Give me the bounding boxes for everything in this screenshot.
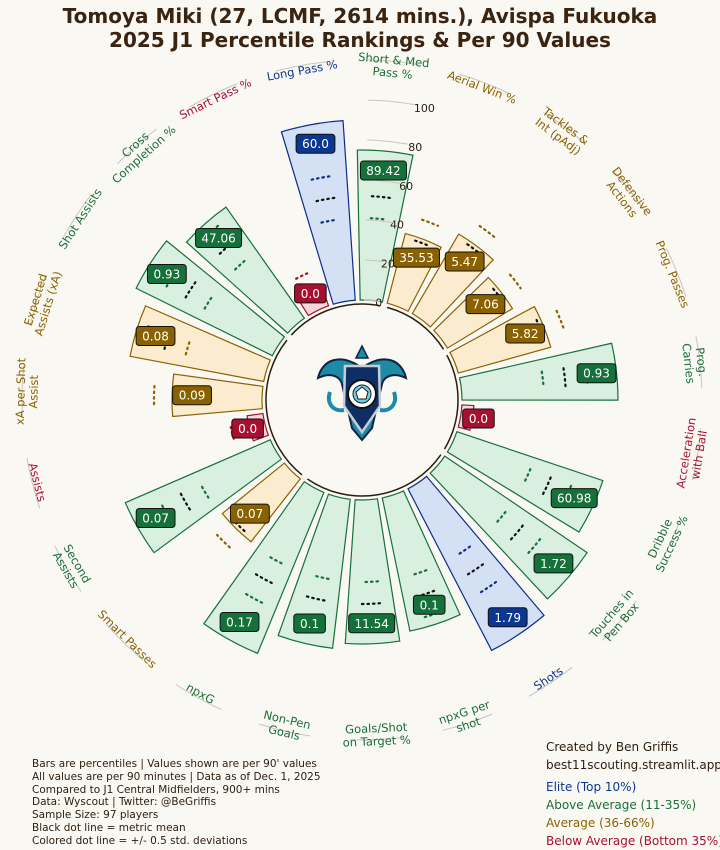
- reference-dot-line: [422, 220, 438, 226]
- metric-label: npxG: [184, 680, 217, 707]
- metric-label: xA per ShotAssist: [13, 357, 42, 425]
- value-label: 0.07: [237, 507, 264, 521]
- value-label: 1.72: [540, 557, 567, 571]
- radial-tick-label: 0: [375, 297, 382, 310]
- metric-label: Aerial Win %: [446, 68, 519, 107]
- footnote-line: Data: Wyscout | Twitter: @BeGriffis: [32, 796, 321, 809]
- metric-label: Shot Assists: [56, 186, 105, 252]
- credit-line: best11scouting.streamlit.app: [546, 756, 720, 774]
- value-label: 7.06: [472, 298, 499, 312]
- radial-tick-label: 80: [408, 141, 422, 154]
- metric-label: Smart Pass %: [177, 75, 254, 122]
- footnote-line: Compared to J1 Central Midfielders, 900+…: [32, 784, 321, 797]
- reference-dot-line: [217, 535, 230, 547]
- value-label: 0.0: [469, 412, 488, 426]
- footnote-line: Bars are percentiles | Values shown are …: [32, 758, 321, 771]
- reference-dot-line: [480, 226, 495, 237]
- value-label: 47.06: [201, 231, 235, 245]
- tick-guide-arc: [368, 100, 415, 105]
- value-label: 0.0: [301, 287, 320, 301]
- metric-label: SecondAssists: [49, 542, 93, 592]
- value-label: 0.09: [179, 389, 206, 403]
- value-label: 5.82: [512, 327, 539, 341]
- metric-label: Prog.Carries: [679, 341, 710, 384]
- metric-label: Goals/Shoton Target %: [342, 720, 411, 750]
- club-crest: [318, 346, 406, 440]
- metric-label: Short & MedPass %: [356, 50, 430, 84]
- value-label: 0.1: [420, 598, 439, 612]
- value-label: 0.07: [142, 512, 169, 526]
- value-label: 0.0: [238, 422, 257, 436]
- metric-label: ExpectedAssists (xA): [19, 266, 64, 338]
- metric-label: Tackles &Int (pAdj): [531, 104, 591, 159]
- reference-dot-line: [557, 311, 564, 329]
- metric-label: Long Pass %: [266, 57, 339, 84]
- legend-elite: Elite (Top 10%): [546, 778, 720, 796]
- value-label: 0.93: [153, 268, 180, 282]
- footnotes: Bars are percentiles | Values shown are …: [32, 758, 321, 848]
- radial-tick-label: 60: [399, 180, 413, 193]
- value-label: 11.54: [355, 617, 389, 631]
- tick-guide-arc: [367, 140, 408, 144]
- value-label: 89.42: [366, 164, 400, 178]
- metric-label: CrossCompletion %: [101, 113, 179, 187]
- value-label: 5.47: [451, 255, 478, 269]
- metric-label: Smart Passes: [95, 607, 160, 671]
- footnote-line: Black dot line = metric mean: [32, 822, 321, 835]
- footnote-line: Sample Size: 97 players: [32, 809, 321, 822]
- value-label: 60.98: [557, 492, 591, 506]
- value-label: 0.17: [226, 616, 253, 630]
- metric-label: Touches inPen Box: [586, 586, 646, 650]
- metric-label: DribbleSuccess %: [641, 508, 691, 575]
- metric-label: Prog. Passes: [653, 239, 693, 310]
- metric-label: DefensiveActions: [599, 164, 655, 226]
- radial-tick-label: 40: [390, 219, 404, 232]
- metric-label: Shots: [531, 664, 565, 694]
- credit-line: Created by Ben Griffis: [546, 738, 720, 756]
- metric-label: npxG pershot: [437, 697, 496, 739]
- value-label: 0.93: [583, 367, 610, 381]
- legend-above-average: Above Average (11-35%): [546, 796, 720, 814]
- reference-dot-line: [510, 275, 521, 289]
- value-label: 60.0: [302, 137, 329, 151]
- footnote-line: All values are per 90 minutes | Data as …: [32, 771, 321, 784]
- radial-tick-label: 100: [414, 102, 435, 115]
- legend-below-average: Below Average (Bottom 35%): [546, 832, 720, 850]
- radial-tick-label: 20: [381, 258, 395, 271]
- value-label: 35.53: [399, 251, 433, 265]
- value-label: 0.08: [142, 330, 169, 344]
- legend-average: Average (36-66%): [546, 814, 720, 832]
- reference-dot-line: [154, 385, 155, 404]
- legend: Created by Ben Griffis best11scouting.st…: [546, 738, 720, 850]
- value-label: 1.79: [494, 611, 521, 625]
- value-label: 0.1: [300, 617, 319, 631]
- metric-label: Assists: [26, 461, 49, 503]
- reference-dot-line: [296, 273, 307, 278]
